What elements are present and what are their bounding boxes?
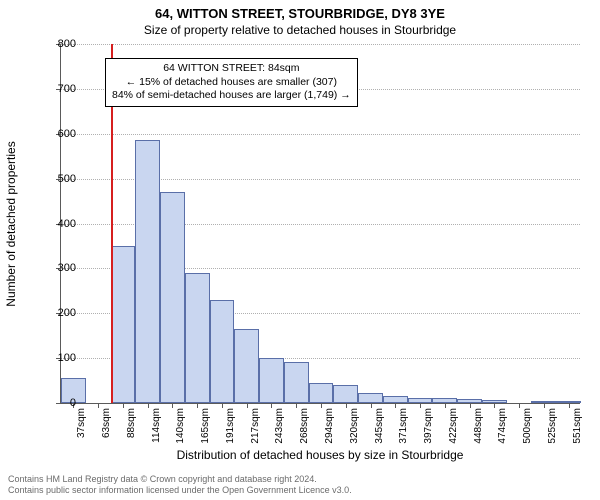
xtick-label: 191sqm (225, 408, 236, 444)
xtick-mark (346, 403, 347, 408)
xtick-mark (123, 403, 124, 408)
xtick-mark (247, 403, 248, 408)
histogram-bar (210, 300, 235, 403)
chart-title: 64, WITTON STREET, STOURBRIDGE, DY8 3YE (0, 0, 600, 21)
chart-subtitle: Size of property relative to detached ho… (0, 21, 600, 37)
histogram-bar (185, 273, 210, 403)
histogram-bar (111, 246, 136, 403)
xtick-mark (494, 403, 495, 408)
ytick-label: 600 (44, 128, 76, 140)
xtick-label: 474sqm (497, 408, 508, 444)
histogram-bar (284, 362, 309, 403)
ytick-label: 700 (44, 83, 76, 95)
xtick-label: 37sqm (76, 408, 87, 438)
ytick-label: 0 (44, 397, 76, 409)
histogram-bar (309, 383, 334, 403)
annotation-line1: 64 WITTON STREET: 84sqm (112, 62, 351, 76)
xtick-label: 371sqm (398, 408, 409, 444)
xtick-label: 63sqm (101, 408, 112, 438)
xtick-mark (395, 403, 396, 408)
ytick-label: 400 (44, 218, 76, 230)
histogram-bar (259, 358, 284, 403)
xtick-label: 165sqm (200, 408, 211, 444)
xtick-mark (271, 403, 272, 408)
ytick-label: 500 (44, 173, 76, 185)
footer-line2: Contains public sector information licen… (8, 485, 352, 496)
ytick-label: 100 (44, 352, 76, 364)
xtick-label: 217sqm (250, 408, 261, 444)
xtick-mark (296, 403, 297, 408)
ytick-label: 200 (44, 307, 76, 319)
xtick-mark (420, 403, 421, 408)
xtick-mark (544, 403, 545, 408)
xtick-label: 140sqm (175, 408, 186, 444)
histogram-bar (135, 140, 160, 403)
xtick-mark (569, 403, 570, 408)
xtick-mark (470, 403, 471, 408)
histogram-bar (234, 329, 259, 403)
xtick-label: 500sqm (522, 408, 533, 444)
xtick-mark (197, 403, 198, 408)
annotation-line3: 84% of semi-detached houses are larger (… (112, 89, 351, 103)
xtick-mark (321, 403, 322, 408)
gridline (61, 134, 580, 135)
ytick-label: 300 (44, 262, 76, 274)
xtick-mark (98, 403, 99, 408)
footer-attribution: Contains HM Land Registry data © Crown c… (8, 474, 352, 496)
footer-line1: Contains HM Land Registry data © Crown c… (8, 474, 352, 485)
x-axis-label: Distribution of detached houses by size … (60, 448, 580, 462)
histogram-bar (358, 393, 383, 403)
gridline (61, 44, 580, 45)
xtick-label: 551sqm (572, 408, 583, 444)
histogram-bar (333, 385, 358, 403)
chart-container: 64, WITTON STREET, STOURBRIDGE, DY8 3YE … (0, 0, 600, 500)
xtick-label: 268sqm (299, 408, 310, 444)
xtick-mark (371, 403, 372, 408)
xtick-mark (222, 403, 223, 408)
xtick-label: 448sqm (473, 408, 484, 444)
annotation-box: 64 WITTON STREET: 84sqm ← 15% of detache… (105, 58, 358, 107)
xtick-label: 525sqm (547, 408, 558, 444)
y-axis-label: Number of detached properties (4, 141, 18, 306)
xtick-label: 88sqm (126, 408, 137, 438)
plot-area: 37sqm63sqm88sqm114sqm140sqm165sqm191sqm2… (60, 44, 580, 404)
xtick-label: 345sqm (374, 408, 385, 444)
xtick-mark (445, 403, 446, 408)
xtick-label: 320sqm (349, 408, 360, 444)
xtick-label: 243sqm (274, 408, 285, 444)
histogram-bar (160, 192, 185, 403)
xtick-label: 114sqm (151, 408, 162, 443)
annotation-line2: ← 15% of detached houses are smaller (30… (112, 76, 351, 90)
xtick-label: 294sqm (324, 408, 335, 444)
xtick-mark (148, 403, 149, 408)
xtick-mark (172, 403, 173, 408)
xtick-label: 422sqm (448, 408, 459, 444)
xtick-mark (519, 403, 520, 408)
ytick-label: 800 (44, 38, 76, 50)
xtick-label: 397sqm (423, 408, 434, 444)
histogram-bar (383, 396, 408, 403)
